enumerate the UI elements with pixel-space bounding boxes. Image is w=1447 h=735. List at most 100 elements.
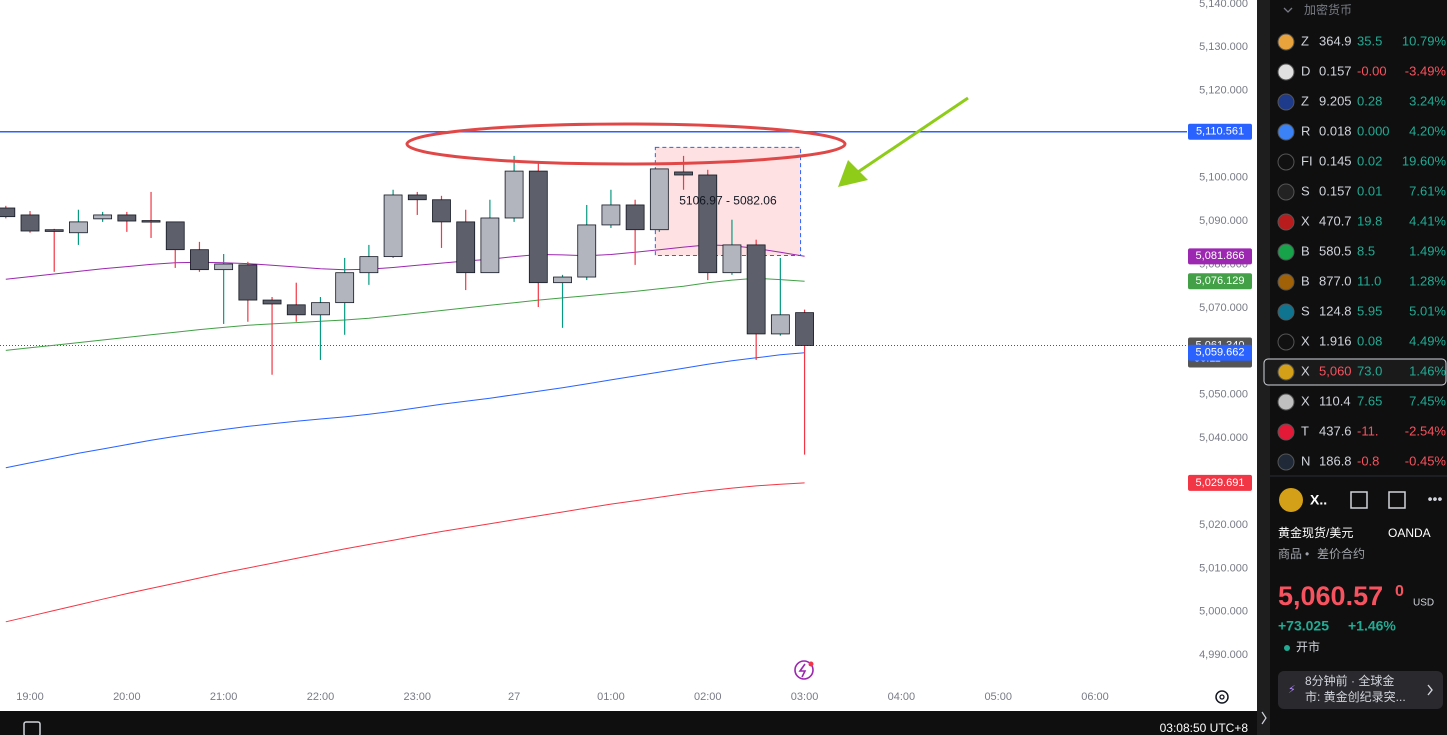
- more-icon[interactable]: •••: [1428, 491, 1443, 507]
- row-icon: [1277, 183, 1295, 201]
- news-line: 市: 黄金创纪录突...: [1305, 689, 1406, 704]
- row-percent: 1.28%: [1409, 273, 1446, 288]
- gear: [1215, 690, 1229, 704]
- row-price: 437.6: [1319, 423, 1352, 438]
- candle-body: [746, 244, 766, 335]
- detail-price: 5,060.57: [1278, 581, 1383, 611]
- candle-body: [311, 302, 330, 316]
- row-symbol: FI: [1301, 153, 1313, 168]
- row-change: -0.8: [1357, 453, 1379, 468]
- candle-body: [553, 276, 572, 284]
- collapse-icon[interactable]: [1261, 711, 1267, 725]
- replay-icon[interactable]: [794, 660, 814, 680]
- row-percent: 1.46%: [1409, 363, 1446, 378]
- candle-body: [93, 214, 113, 220]
- symbol-icon: [1279, 488, 1303, 512]
- candle-body: [504, 170, 524, 219]
- row-percent: 19.60%: [1402, 153, 1447, 168]
- row-icon: [1277, 393, 1295, 411]
- row-symbol: Z: [1301, 33, 1309, 48]
- y-tick-label: 5,100.000: [1199, 172, 1248, 184]
- row-icon: [1277, 63, 1295, 81]
- x-tick-label: 02:00: [694, 691, 722, 703]
- moving-average: [5, 277, 805, 351]
- row-icon: [1277, 93, 1295, 111]
- status-dot: [1284, 645, 1290, 651]
- candle-body: [262, 299, 282, 305]
- detail-currency: USD: [1413, 598, 1434, 609]
- row-price: 110.4: [1319, 393, 1351, 408]
- arrow-head: [838, 160, 868, 187]
- edit-icon[interactable]: [1388, 491, 1406, 509]
- x-tick-label: 06:00: [1081, 691, 1109, 703]
- y-tick-label: 5,120.000: [1199, 85, 1248, 97]
- layout-icon[interactable]: [1350, 491, 1368, 509]
- icon-bolt: [798, 663, 807, 678]
- candle-body: [238, 264, 258, 301]
- moving-average: [5, 244, 805, 280]
- candle-body: [190, 249, 209, 271]
- candle-body: [698, 174, 718, 274]
- selected-row: [1263, 358, 1447, 386]
- row-change: 7.65: [1357, 393, 1382, 408]
- candle-body: [141, 220, 161, 223]
- row-icon: [1277, 453, 1295, 471]
- news-card[interactable]: [1278, 671, 1443, 709]
- row-change: 0.08: [1357, 333, 1382, 348]
- row-percent: -0.45%: [1405, 453, 1447, 468]
- row-icon: [1277, 423, 1295, 441]
- detail-category: 商品: [1278, 546, 1302, 561]
- x-tick-label: 23:00: [404, 691, 432, 703]
- range-box: [654, 146, 802, 256]
- row-percent: 4.49%: [1409, 333, 1446, 348]
- candle-body: [432, 199, 451, 223]
- row-price: 0.157: [1319, 63, 1352, 78]
- y-tick-label: 4,990.000: [1199, 649, 1248, 661]
- price-tag-label: 5,110.561: [1196, 126, 1244, 138]
- row-icon: [1277, 243, 1295, 261]
- candle-body: [674, 171, 693, 176]
- x-tick-label: 19:00: [16, 691, 44, 703]
- row-symbol: R: [1301, 123, 1310, 138]
- plot: 5106.97 - 5082.06: [0, 130, 1187, 623]
- settings-icon[interactable]: [1215, 690, 1229, 704]
- candle-body: [722, 244, 742, 274]
- row-price: 186.8: [1319, 453, 1352, 468]
- row-percent: 1.49%: [1409, 243, 1446, 258]
- row-price: 9.205: [1319, 93, 1352, 108]
- clock: 03:08:50 UTC+8: [1160, 721, 1249, 735]
- price-tag-label: 5,076.129: [1196, 275, 1245, 287]
- row-change: 5.95: [1357, 303, 1382, 318]
- row-price: 5,060: [1319, 363, 1352, 378]
- y-tick-label: 5,070.000: [1199, 302, 1248, 314]
- y-tick-label: 5,010.000: [1199, 562, 1248, 574]
- price-tag: [1188, 273, 1252, 290]
- row-change: -11.: [1357, 423, 1378, 438]
- row-change: 0.02: [1357, 153, 1382, 168]
- row-percent: 4.20%: [1409, 123, 1446, 138]
- candle-body: [601, 204, 621, 226]
- row-symbol: N: [1301, 453, 1310, 468]
- chevron[interactable]: [1283, 7, 1293, 13]
- detail-change: +73.025: [1278, 618, 1329, 634]
- row-price: 364.9: [1319, 33, 1352, 48]
- calendar-icon[interactable]: [23, 721, 41, 735]
- price-tag-label: 5,059.662: [1196, 347, 1245, 359]
- watchlist: Z 364.9 35.5 10.79% D 0.157 -0.00 -3.49% Z 9.205 0…: [1263, 33, 1447, 471]
- x-tick-label: 21:00: [210, 691, 238, 703]
- bullet: •: [1305, 547, 1309, 561]
- row-icon: [1277, 33, 1295, 51]
- candle-body: [117, 214, 137, 222]
- candle-body: [770, 314, 790, 335]
- moving-average: [5, 352, 805, 469]
- price-tag-label: 5,029.691: [1196, 477, 1245, 489]
- row-price: 580.5: [1319, 243, 1352, 258]
- row-percent: 3.24%: [1409, 93, 1446, 108]
- chart-background: [0, 0, 1187, 711]
- row-change: 35.5: [1357, 33, 1382, 48]
- row-percent: -2.54%: [1405, 423, 1447, 438]
- x-tick-label: 20:00: [113, 691, 141, 703]
- row-icon: [1277, 153, 1295, 171]
- detail-kind: 差价合约: [1317, 546, 1365, 561]
- candle-body: [480, 217, 500, 274]
